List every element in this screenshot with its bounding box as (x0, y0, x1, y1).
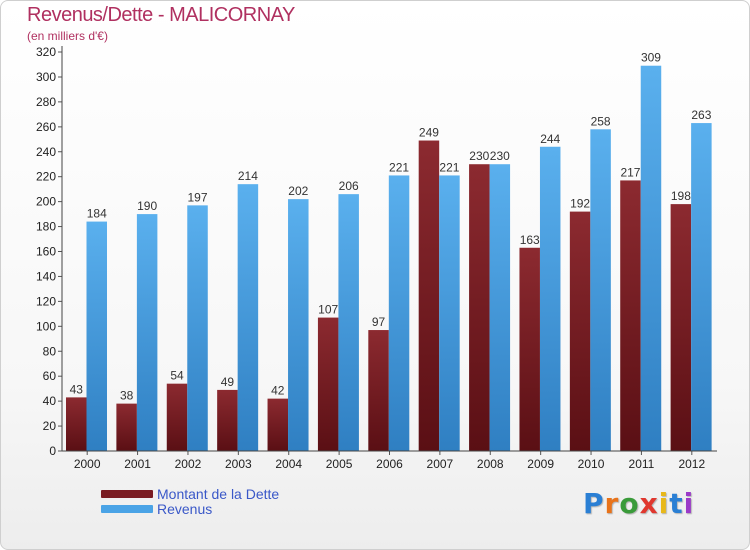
bar-dette (66, 397, 87, 451)
value-label-revenus: 244 (540, 132, 560, 146)
value-label-revenus: 263 (691, 108, 711, 122)
bar-dette (217, 389, 238, 451)
value-label-revenus: 221 (439, 160, 459, 174)
value-label-dette: 42 (271, 384, 285, 398)
bar-dette (670, 204, 692, 451)
value-label-dette: 249 (419, 126, 439, 140)
bar-revenus (237, 184, 259, 451)
y-tick-label: 80 (43, 344, 57, 358)
value-label-dette: 217 (620, 165, 640, 179)
value-label-dette: 192 (570, 197, 590, 211)
bar-revenus (539, 146, 561, 451)
value-label-revenus: 230 (490, 149, 510, 163)
x-tick-label: 2004 (275, 457, 302, 471)
value-label-revenus: 197 (188, 190, 208, 204)
bar-revenus (489, 164, 511, 451)
bar-dette (166, 383, 188, 451)
logo-letter: i (683, 487, 695, 520)
value-label-revenus: 221 (389, 160, 409, 174)
bar-revenus (288, 199, 309, 451)
logo-letter: r (604, 487, 620, 520)
y-tick-label: 0 (49, 444, 56, 458)
bar-dette (116, 403, 137, 451)
bar-revenus (388, 175, 410, 452)
y-tick-label: 40 (43, 394, 57, 408)
value-label-revenus: 309 (641, 51, 661, 65)
y-tick-label: 160 (36, 245, 56, 259)
y-tick-label: 240 (36, 145, 56, 159)
bar-revenus (590, 129, 611, 451)
y-tick-label: 180 (36, 220, 56, 234)
y-tick-label: 100 (36, 319, 56, 333)
value-label-dette: 49 (221, 375, 235, 389)
bar-revenus (439, 175, 460, 452)
x-tick-label: 2003 (225, 457, 252, 471)
y-tick-label: 60 (43, 369, 57, 383)
bar-dette (418, 140, 440, 451)
value-label-dette: 163 (520, 233, 540, 247)
y-tick-label: 220 (36, 170, 56, 184)
y-tick-label: 320 (36, 45, 56, 59)
x-tick-label: 2009 (527, 457, 554, 471)
bar-revenus (640, 65, 662, 451)
bar-dette (317, 317, 339, 451)
bar-revenus (187, 205, 208, 451)
y-tick-label: 300 (36, 70, 56, 84)
value-label-dette: 54 (170, 369, 184, 383)
value-label-dette: 198 (671, 189, 691, 203)
x-tick-label: 2008 (477, 457, 504, 471)
logo-letter: P (583, 487, 605, 520)
logo-letter: x (639, 487, 659, 520)
x-tick-label: 2002 (175, 457, 202, 471)
legend-label-revenus: Revenus (157, 501, 213, 517)
chart-subtitle: (en milliers d'€) (27, 29, 108, 43)
bar-dette (267, 398, 289, 451)
x-tick-label: 2005 (326, 457, 353, 471)
bar-dette (519, 247, 540, 451)
y-tick-label: 120 (36, 294, 56, 308)
logo-letter: i (658, 487, 670, 520)
bar-dette (569, 211, 591, 451)
bar-revenus (691, 123, 712, 452)
y-tick-label: 140 (36, 269, 56, 283)
bar-revenus (86, 221, 107, 451)
x-tick-label: 2006 (376, 457, 403, 471)
bar-revenus (338, 194, 359, 452)
bar-revenus (136, 214, 158, 451)
legend-label-dette: Montant de la Dette (157, 486, 280, 502)
x-tick-label: 2000 (74, 457, 101, 471)
value-label-dette: 43 (70, 382, 84, 396)
value-label-dette: 97 (372, 315, 386, 329)
bar-dette (620, 180, 641, 451)
value-label-revenus: 184 (87, 207, 107, 221)
y-tick-label: 260 (36, 120, 56, 134)
x-tick-label: 2010 (578, 457, 605, 471)
x-tick-label: 2011 (629, 457, 655, 471)
logo-letter: o (619, 487, 640, 520)
proxiti-logo: Proxiti (583, 487, 694, 520)
x-tick-label: 2007 (427, 457, 454, 471)
value-label-revenus: 190 (137, 199, 157, 213)
y-tick-label: 200 (36, 195, 56, 209)
y-tick-label: 280 (36, 95, 56, 109)
chart-title: Revenus/Dette - MALICORNAY (27, 4, 295, 26)
x-tick-label: 2001 (124, 457, 151, 471)
value-label-revenus: 258 (591, 114, 611, 128)
legend-swatch-dette (101, 490, 153, 498)
value-label-dette: 230 (469, 149, 489, 163)
y-tick-label: 20 (43, 419, 57, 433)
x-tick-label: 2012 (678, 457, 705, 471)
bar-dette (368, 330, 389, 451)
value-label-dette: 38 (120, 389, 134, 403)
value-label-revenus: 206 (339, 179, 359, 193)
value-label-revenus: 214 (238, 169, 258, 183)
logo-letter: t (669, 487, 684, 520)
legend-swatch-revenus (101, 505, 153, 513)
value-label-revenus: 202 (288, 184, 308, 198)
value-label-dette: 107 (318, 303, 338, 317)
bar-dette (469, 164, 490, 451)
